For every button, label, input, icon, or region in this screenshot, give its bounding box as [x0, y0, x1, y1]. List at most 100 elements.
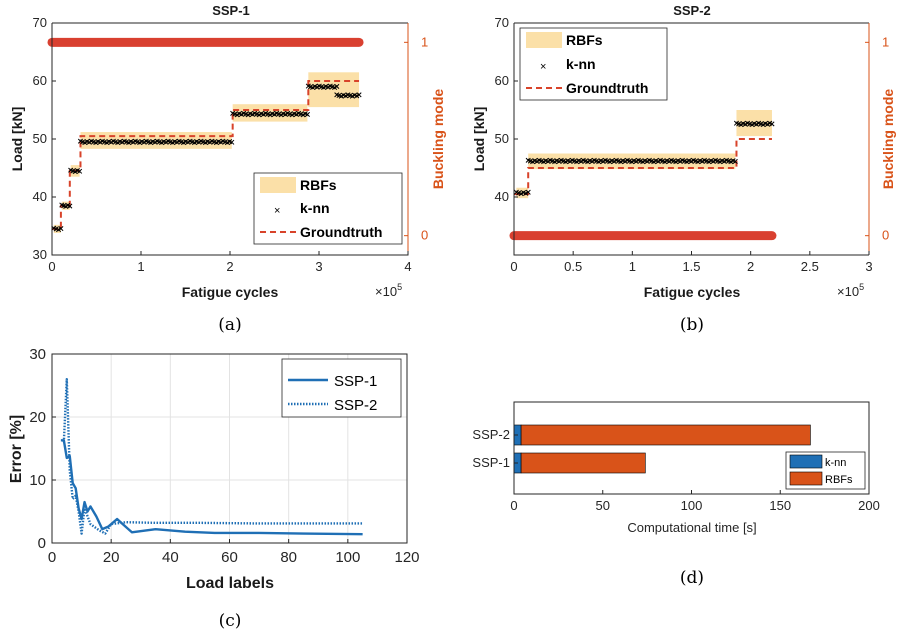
- panel-a-y-ticks: 30 40 50 60 70: [33, 15, 56, 262]
- y-tick-label: 50: [495, 131, 509, 146]
- category-label: SSP-2: [472, 427, 510, 442]
- y2-tick-label: 0: [421, 228, 428, 243]
- x-tick-label: 0: [510, 259, 517, 274]
- x-tick-label: 1: [629, 259, 636, 274]
- panel-a-x-ticks: 0 1 2 3 4: [48, 251, 412, 274]
- x-tick-label: 40: [162, 549, 179, 566]
- panel-b-legend-gt: Groundtruth: [566, 80, 648, 96]
- x-tick-label: 120: [394, 549, 419, 566]
- x-tick-label: 3: [315, 259, 322, 274]
- x-tick-label: 80: [280, 549, 297, 566]
- panel-a-legend-rbf-swatch: [260, 177, 296, 193]
- x-tick-label: 150: [769, 498, 791, 513]
- panel-b-y2-ticks: 01: [865, 34, 889, 243]
- panel-c-legend-ssp1: SSP-1: [334, 373, 377, 390]
- panel-a-groundtruth: [52, 80, 360, 230]
- knn-point: [732, 158, 738, 164]
- y-tick-label: 20: [29, 409, 46, 426]
- knn-point: [334, 83, 340, 90]
- x-tick-label: 1.5: [682, 259, 700, 274]
- x-tick-label: 4: [404, 259, 411, 274]
- y-tick-label: 60: [495, 73, 509, 88]
- y-tick-label: 40: [495, 189, 509, 204]
- panel-b-legend: RBFs × k-nn Groundtruth: [519, 27, 668, 101]
- y-tick-label: 70: [495, 15, 509, 30]
- panel-a-ylabel: Load [kN]: [9, 107, 25, 172]
- knn-point: [229, 139, 235, 145]
- knn-point: [77, 168, 83, 174]
- panel-b-legend-rbf: RBFs: [566, 32, 603, 48]
- panel-c-caption: (c): [219, 611, 242, 631]
- panel-b-x-exponent: ×105: [837, 282, 864, 299]
- panel-a-title: SSP-1: [212, 3, 250, 18]
- panel-b-legend-knn: k-nn: [566, 56, 596, 72]
- panel-c-y-ticks: 0 10 20 30: [29, 346, 56, 552]
- panel-b-knn: [513, 120, 775, 197]
- panel-a-caption: (a): [218, 315, 241, 335]
- panel-b-legend-rbf-swatch: [526, 32, 562, 48]
- panel-c-x-ticks: 0 20 40 60 80 100 120: [48, 539, 420, 566]
- y2-tick-label: 1: [421, 34, 428, 49]
- panel-a-legend-gt: Groundtruth: [300, 224, 382, 240]
- panel-a-legend-knn: k-nn: [300, 200, 330, 216]
- panel-d-legend-knn: k-nn: [825, 457, 846, 469]
- panel-b-rbf-band: [516, 110, 772, 199]
- panel-b-ylabel: Load [kN]: [471, 107, 487, 172]
- knn-point: [304, 111, 310, 117]
- x-tick-label: 100: [681, 498, 703, 513]
- rbf-band-segment: [308, 72, 360, 108]
- panel-c-legend-ssp2: SSP-2: [334, 397, 377, 414]
- panel-c-xlabel: Load labels: [186, 575, 274, 592]
- x-tick-label: 50: [596, 498, 610, 513]
- x-tick-label: 200: [858, 498, 880, 513]
- panel-b-y2label: Buckling mode: [880, 89, 896, 190]
- panel-d-category-labels: SSP-2 SSP-1: [472, 427, 518, 470]
- bar-rbfs: [520, 452, 646, 474]
- y-tick-label: 10: [29, 472, 46, 489]
- x-tick-label: 60: [221, 549, 238, 566]
- knn-point: [769, 121, 775, 127]
- series-line-ssp-2: [62, 378, 363, 535]
- x-tick-label: 0: [48, 549, 56, 566]
- y2-tick-label: 1: [882, 34, 889, 49]
- x-tick-label: 1: [137, 259, 144, 274]
- groundtruth-line: [52, 80, 360, 230]
- panel-d-legend-knn-swatch: [789, 454, 823, 469]
- x-tick-label: 100: [335, 549, 360, 566]
- panel-b-y-ticks: 40 50 60 70: [495, 15, 518, 204]
- y-tick-label: 30: [33, 247, 47, 262]
- x-tick-label: 3: [865, 259, 872, 274]
- knn-point: [67, 203, 73, 209]
- panel-d-legend: k-nn RBFs: [785, 451, 866, 490]
- panel-d-bars: [513, 424, 811, 474]
- panel-b-x-ticks: 0 0.5 1 1.5 2 2.5 3: [510, 251, 873, 274]
- panel-c-legend-box: [281, 358, 402, 418]
- bar-rbfs: [520, 424, 811, 446]
- x-tick-label: 2: [226, 259, 233, 274]
- panel-a-legend-knn-marker: ×: [274, 205, 280, 217]
- panel-d-xlabel: Computational time [s]: [627, 520, 756, 535]
- panel-a-xlabel: Fatigue cycles: [182, 284, 279, 300]
- panel-a-y2label: Buckling mode: [430, 89, 446, 190]
- panel-a-y2-ticks: 01: [404, 34, 428, 243]
- panel-c-series: [60, 378, 363, 536]
- panel-c-ylabel: Error [%]: [8, 415, 25, 483]
- y-tick-label: 60: [33, 73, 47, 88]
- panel-d-computational-time: 0 50 100 150 200 SSP-2 SSP-1 Computational ti…: [472, 401, 880, 588]
- panel-b-legend-knn-marker: ×: [540, 61, 546, 73]
- y-tick-label: 0: [38, 535, 46, 552]
- panel-d-legend-rbf: RBFs: [825, 474, 853, 486]
- panel-b-title: SSP-2: [673, 3, 711, 18]
- x-tick-label: 2: [747, 259, 754, 274]
- x-tick-label: 20: [103, 549, 120, 566]
- panel-d-legend-rbf-swatch: [789, 471, 823, 486]
- y2-tick-label: 0: [882, 228, 889, 243]
- knn-point: [58, 225, 64, 232]
- panel-a-legend: RBFs × k-nn Groundtruth: [253, 172, 403, 245]
- x-tick-label: 0: [510, 498, 517, 513]
- rbf-band-segment: [232, 104, 308, 122]
- knn-point: [356, 92, 362, 98]
